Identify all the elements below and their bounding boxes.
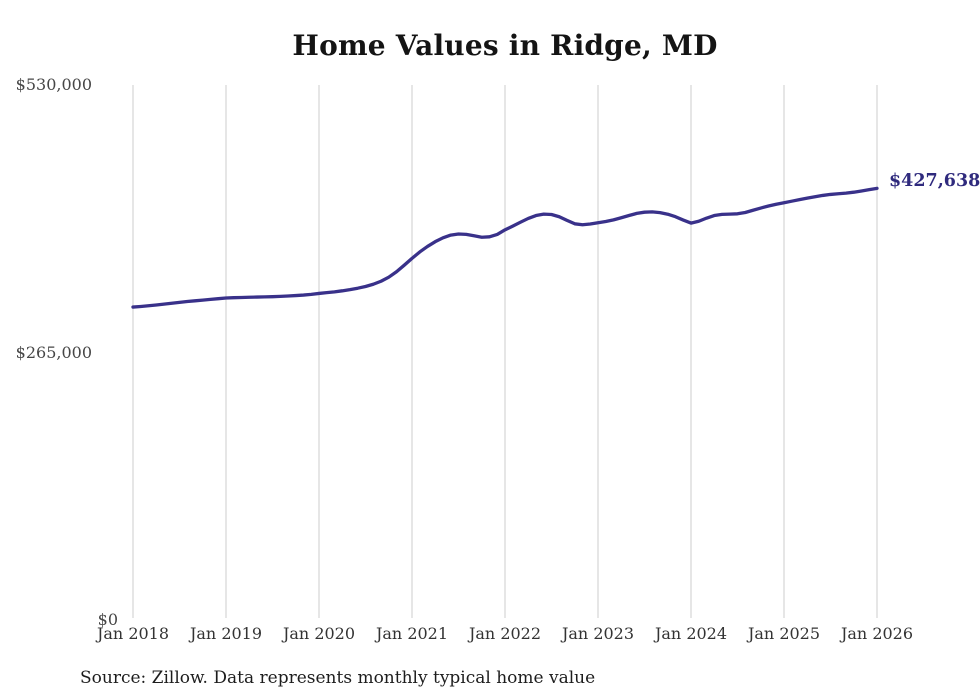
- x-axis-label: Jan 2021: [375, 624, 449, 643]
- x-axis-label: Jan 2018: [96, 624, 170, 643]
- chart-title: Home Values in Ridge, MD: [292, 29, 718, 62]
- source-note: Source: Zillow. Data represents monthly …: [80, 668, 596, 688]
- home-value-line: [131, 186, 879, 309]
- y-axis-label: $265,000: [15, 342, 92, 362]
- y-axis-label: $0: [97, 610, 118, 629]
- x-axis-label: Jan 2019: [189, 624, 263, 643]
- x-axis-label: Jan 2022: [468, 624, 542, 643]
- current-value-label: $427,638: [889, 171, 980, 192]
- x-axis-label: Jan 2026: [840, 624, 914, 643]
- x-axis-label: Jan 2023: [561, 624, 635, 643]
- y-axis-label: $530,000: [15, 75, 92, 94]
- x-axis-label: Jan 2020: [282, 624, 356, 643]
- x-axis-label: Jan 2024: [654, 624, 728, 643]
- x-axis-label: Jan 2025: [747, 624, 821, 643]
